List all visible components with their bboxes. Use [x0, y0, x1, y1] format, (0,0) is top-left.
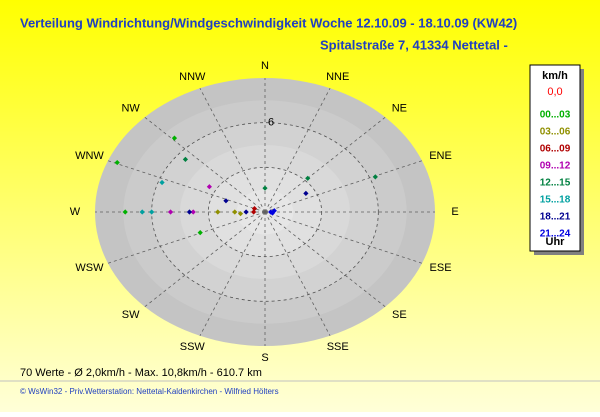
data-point	[171, 135, 178, 141]
data-point	[114, 159, 120, 166]
direction-label: E	[451, 206, 458, 218]
credits: © WsWin32 - Priv.Wetterstation: Nettetal…	[20, 387, 279, 396]
data-point	[372, 174, 378, 180]
direction-label: NW	[121, 103, 140, 115]
spoke	[264, 211, 331, 336]
data-point	[159, 179, 165, 186]
legend-title: km/h	[542, 70, 568, 82]
r-tick-label: 6	[268, 117, 274, 129]
legend-entry: 00...03	[540, 110, 571, 121]
data-point	[269, 210, 276, 216]
data-point	[182, 156, 189, 162]
direction-label: SSW	[180, 341, 206, 353]
direction-label: SSE	[327, 341, 349, 353]
data-point	[149, 209, 155, 215]
data-point	[243, 209, 249, 215]
data-point	[215, 209, 221, 215]
legend-entry: 03...06	[540, 127, 571, 138]
spoke	[264, 88, 331, 213]
data-point	[223, 198, 229, 204]
data-point	[139, 209, 145, 215]
chart-subtitle: Spitalstraße 7, 41334 Nettetal -	[320, 37, 508, 52]
legend-unit: Uhr	[546, 236, 566, 248]
data-point	[186, 209, 193, 215]
data-point	[190, 209, 196, 215]
direction-label: WSW	[75, 262, 104, 274]
chart-title: Verteilung Windrichtung/Windgeschwindigk…	[20, 15, 517, 30]
direction-label: ENE	[429, 150, 452, 162]
spoke	[264, 211, 386, 308]
spoke	[144, 211, 266, 308]
legend-entry: 18...21	[540, 212, 571, 223]
stats: 70 Werte - Ø 2,0km/h - Max. 10,8km/h - 6…	[20, 367, 262, 379]
legend-entry: 12...15	[540, 178, 571, 189]
spoke	[264, 116, 386, 213]
data-point	[268, 209, 274, 215]
data-point	[197, 230, 203, 236]
direction-label: SW	[122, 309, 140, 321]
direction-label: NNE	[326, 71, 349, 83]
legend-entry: 06...09	[540, 144, 571, 155]
spoke	[199, 211, 266, 336]
legend-calm: 0,0	[547, 86, 562, 98]
direction-label: NE	[392, 103, 407, 115]
data-point	[251, 206, 258, 212]
data-point	[262, 185, 268, 191]
data-point	[303, 190, 309, 196]
data-point	[167, 209, 174, 215]
direction-label: WNW	[75, 150, 104, 162]
data-point	[237, 211, 244, 217]
data-point	[232, 209, 238, 215]
legend-box	[529, 64, 581, 252]
direction-label: S	[261, 352, 268, 364]
direction-label: ESE	[430, 262, 452, 274]
legend-entry: 15...18	[540, 195, 571, 206]
data-point	[122, 209, 128, 215]
legend-entry: 21...24	[540, 229, 571, 240]
data-point	[206, 184, 212, 190]
grid-ring	[207, 166, 323, 258]
direction-label: NNW	[179, 71, 206, 83]
direction-label: W	[70, 206, 81, 218]
direction-label: N	[261, 60, 269, 72]
legend-entry: 09...12	[540, 161, 571, 172]
spoke	[199, 88, 266, 213]
spoke	[144, 116, 266, 213]
data-point	[305, 175, 311, 181]
direction-label: SE	[392, 309, 407, 321]
